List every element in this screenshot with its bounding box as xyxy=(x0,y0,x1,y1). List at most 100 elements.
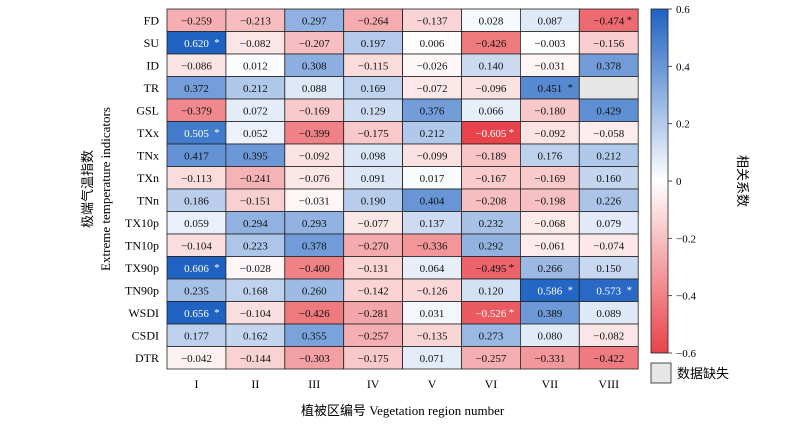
significance-marker: * xyxy=(568,82,574,94)
cell-value: 0.395 xyxy=(243,150,268,162)
cell-value: −0.104 xyxy=(240,308,271,320)
cell-value: 0.031 xyxy=(420,308,445,320)
cell-value: 0.064 xyxy=(420,263,445,275)
cell-value: 0.079 xyxy=(596,218,621,230)
cell-value: 0.186 xyxy=(184,195,209,207)
cell-value: 0.606 xyxy=(184,263,209,275)
cell-value: −0.213 xyxy=(240,15,271,27)
cell-value: −0.026 xyxy=(417,60,448,72)
cell-value: 0.294 xyxy=(243,218,268,230)
cell-value: −0.151 xyxy=(240,195,271,207)
cell-value: 0.372 xyxy=(184,83,209,95)
cell-value: −0.169 xyxy=(534,173,565,185)
cell-value: −0.175 xyxy=(358,353,389,365)
cell-value: −0.336 xyxy=(417,240,448,252)
cell-value: 0.389 xyxy=(537,308,562,320)
significance-marker: * xyxy=(509,262,515,274)
cell-value: −0.072 xyxy=(417,83,448,95)
cell-value: −0.175 xyxy=(358,128,389,140)
cell-value: −0.031 xyxy=(534,60,565,72)
cell-value: 0.168 xyxy=(243,285,268,297)
cell-value: −0.189 xyxy=(475,150,506,162)
cell-value: 0.292 xyxy=(479,240,504,252)
row-label: TX90p xyxy=(125,261,159,275)
cell-value: −0.142 xyxy=(358,285,389,297)
significance-marker: * xyxy=(568,284,574,296)
column-label: V xyxy=(428,377,437,391)
cell-value: −0.144 xyxy=(240,353,271,365)
cell-value: −0.605 xyxy=(475,128,506,140)
cell-value: −0.399 xyxy=(299,128,330,140)
cell-value: 0.293 xyxy=(302,218,327,230)
cell-value: −0.058 xyxy=(593,128,624,140)
cell-value: −0.003 xyxy=(534,38,565,50)
cell-value: 0.378 xyxy=(596,60,621,72)
cell-value: 0.066 xyxy=(479,105,504,117)
cell-value: 0.273 xyxy=(479,330,504,342)
row-label: TNx xyxy=(137,148,159,162)
significance-marker: * xyxy=(509,307,515,319)
row-label: ID xyxy=(146,58,159,72)
cell-value: 0.160 xyxy=(596,173,621,185)
row-label: GSL xyxy=(136,103,159,117)
significance-marker: * xyxy=(214,262,220,274)
cell-value: 0.378 xyxy=(302,240,327,252)
cell-value: 0.429 xyxy=(596,105,621,117)
cell-value: 0.656 xyxy=(184,308,209,320)
cell-value: 0.006 xyxy=(420,38,445,50)
colorbar xyxy=(650,8,669,354)
cell-value: −0.169 xyxy=(299,105,330,117)
row-label: WSDI xyxy=(128,306,159,320)
colorbar-tick-label: −0.6 xyxy=(676,348,696,360)
cell-value: −0.426 xyxy=(299,308,330,320)
row-label: TR xyxy=(144,81,159,95)
cell-value: 0.308 xyxy=(302,60,327,72)
cell-value: 0.177 xyxy=(184,330,209,342)
row-label: DTR xyxy=(135,351,159,365)
cell-value: 0.087 xyxy=(537,15,562,27)
column-label: VI xyxy=(485,377,498,391)
column-label: III xyxy=(308,377,320,391)
cell-value: −0.180 xyxy=(534,105,565,117)
x-axis-title: 植被区编号 Vegetation region number xyxy=(301,403,505,418)
significance-marker: * xyxy=(214,37,220,49)
cell-value: 0.620 xyxy=(184,38,209,50)
y-axis-title: 极端气温指数 xyxy=(80,150,95,228)
cell-value: −0.086 xyxy=(181,60,212,72)
cell-value: 0.080 xyxy=(537,330,562,342)
heatmap-cell xyxy=(578,346,639,370)
cell-value: 0.404 xyxy=(420,195,445,207)
cell-value: −0.099 xyxy=(417,150,448,162)
cell-value: 0.355 xyxy=(302,330,327,342)
cell-value: −0.495 xyxy=(475,263,506,275)
cell-value: 0.072 xyxy=(243,105,268,117)
missing-data-label: 数据缺失 xyxy=(677,366,729,381)
colorbar-tick-label: 0.4 xyxy=(676,61,690,73)
row-label: TX10p xyxy=(125,216,159,230)
cell-value: −0.474 xyxy=(593,15,624,27)
cell-value: 0.212 xyxy=(243,83,268,95)
row-label: TNn xyxy=(137,193,159,207)
cell-value: −0.115 xyxy=(358,60,389,72)
cell-value: 0.190 xyxy=(361,195,386,207)
cell-value: 0.017 xyxy=(420,173,445,185)
row-label: SU xyxy=(144,36,160,50)
cell-value: −0.113 xyxy=(181,173,212,185)
cell-value: −0.126 xyxy=(417,285,448,297)
cell-value: −0.104 xyxy=(181,240,212,252)
cell-value: 0.089 xyxy=(596,308,621,320)
row-label: TN10p xyxy=(125,238,159,252)
cell-value: 0.052 xyxy=(243,128,268,140)
row-label: TXx xyxy=(137,126,159,140)
cell-value: 0.140 xyxy=(479,60,504,72)
cell-value: 0.376 xyxy=(420,105,445,117)
colorbar-tick-label: 0.2 xyxy=(676,119,690,131)
cell-value: 0.150 xyxy=(596,263,621,275)
cell-value: −0.400 xyxy=(299,263,330,275)
cell-value: 0.071 xyxy=(420,353,445,365)
cell-value: 0.098 xyxy=(361,150,386,162)
cell-value: −0.092 xyxy=(534,128,565,140)
significance-marker: * xyxy=(626,284,632,296)
